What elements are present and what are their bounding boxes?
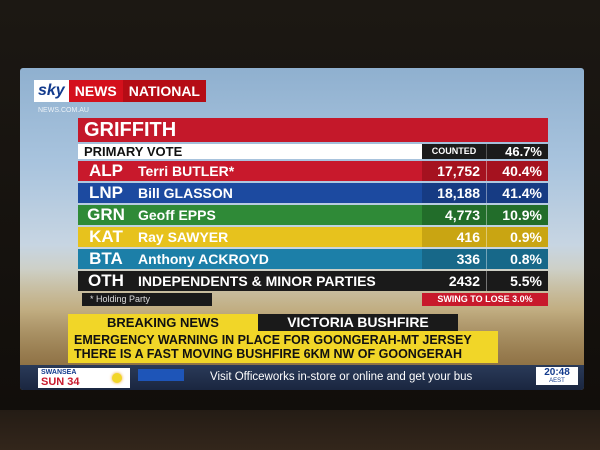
- electorate-title: GRIFFITH: [78, 118, 548, 142]
- candidate-votes: 416: [422, 227, 486, 247]
- swing-label: SWING TO LOSE: [437, 294, 510, 304]
- story-title: VICTORIA BUSHFIRE: [258, 314, 458, 331]
- breaking-news-header: BREAKING NEWS VICTORIA BUSHFIRE: [68, 314, 508, 331]
- candidate-row-grn: GRN Geoff EPPS 4,773 10.9%: [78, 205, 548, 225]
- logo-sky: sky: [34, 80, 69, 102]
- swing-value: 3.0%: [512, 294, 533, 304]
- sponsor-logo-icon: [138, 369, 184, 381]
- primary-vote-header: PRIMARY VOTE COUNTED 46.7%: [78, 144, 548, 159]
- candidate-votes: 2432: [422, 271, 486, 291]
- candidate-row-lnp: LNP Bill GLASSON 18,188 41.4%: [78, 183, 548, 203]
- candidate-votes: 17,752: [422, 161, 486, 181]
- weather-widget: SWANSEA SUN 34: [38, 368, 130, 388]
- candidate-name: Anthony ACKROYD: [134, 249, 422, 269]
- candidate-share: 5.5%: [486, 271, 548, 291]
- results-footer: * Holding Party SWING TO LOSE 3.0%: [78, 293, 548, 307]
- message-line-1: EMERGENCY WARNING IN PLACE FOR GOONGERAH…: [74, 333, 472, 347]
- candidate-row-kat: KAT Ray SAWYER 416 0.9%: [78, 227, 548, 247]
- message-line-2: THERE IS A FAST MOVING BUSHFIRE 6KM NW O…: [74, 347, 462, 361]
- candidate-name: Bill GLASSON: [134, 183, 422, 203]
- clock: 20:48 AEST: [536, 367, 578, 385]
- candidate-votes: 336: [422, 249, 486, 269]
- website-mark: NEWS.COM.AU: [38, 107, 89, 114]
- wall-background: [0, 410, 600, 450]
- candidate-row-oth: OTH INDEPENDENTS & MINOR PARTIES 2432 5.…: [78, 271, 548, 291]
- party-code: LNP: [78, 183, 134, 203]
- candidate-name: INDEPENDENTS & MINOR PARTIES: [134, 271, 422, 291]
- candidate-name: Ray SAWYER: [134, 227, 422, 247]
- breaking-news-ticker: BREAKING NEWS VICTORIA BUSHFIRE EMERGENC…: [68, 314, 508, 363]
- candidate-name: Geoff EPPS: [134, 205, 422, 225]
- candidate-share: 10.9%: [486, 205, 548, 225]
- candidate-votes: 4,773: [422, 205, 486, 225]
- sun-icon: [112, 373, 122, 383]
- candidate-name: Terri BUTLER*: [134, 161, 422, 181]
- logo-national: NATIONAL: [122, 80, 206, 102]
- candidate-votes: 18,188: [422, 183, 486, 203]
- ad-crawl-text: Visit Officeworks in-store or online and…: [210, 371, 473, 383]
- candidate-row-bta: BTA Anthony ACKROYD 336 0.8%: [78, 249, 548, 269]
- weather-city: SWANSEA: [41, 369, 77, 376]
- counted-label: COUNTED: [422, 144, 486, 159]
- party-code: GRN: [78, 205, 134, 225]
- holding-party-note: * Holding Party: [82, 293, 212, 306]
- candidate-share: 41.4%: [486, 183, 548, 203]
- party-code: ALP: [78, 161, 134, 181]
- election-results-panel: GRIFFITH PRIMARY VOTE COUNTED 46.7% ALP …: [78, 118, 548, 307]
- candidate-share: 0.8%: [486, 249, 548, 269]
- party-code: KAT: [78, 227, 134, 247]
- primary-vote-label: PRIMARY VOTE: [78, 144, 422, 159]
- weather-temp: SUN 34: [41, 376, 80, 388]
- counted-percent: 46.7%: [486, 144, 548, 159]
- clock-timezone: AEST: [549, 378, 565, 384]
- logo-news: NEWS: [68, 80, 123, 102]
- tv-screen: sky NEWS NATIONAL NEWS.COM.AU GRIFFITH P…: [20, 68, 584, 390]
- clock-time: 20:48: [544, 367, 570, 378]
- candidate-share: 40.4%: [486, 161, 548, 181]
- party-code: BTA: [78, 249, 134, 269]
- party-code: OTH: [78, 271, 134, 291]
- candidate-row-alp: ALP Terri BUTLER* 17,752 40.4%: [78, 161, 548, 181]
- breaking-news-message: EMERGENCY WARNING IN PLACE FOR GOONGERAH…: [68, 331, 498, 363]
- breaking-news-label: BREAKING NEWS: [68, 314, 258, 331]
- swing-to-lose: SWING TO LOSE 3.0%: [422, 293, 548, 306]
- sky-news-logo: sky NEWS NATIONAL: [34, 80, 206, 102]
- candidate-share: 0.9%: [486, 227, 548, 247]
